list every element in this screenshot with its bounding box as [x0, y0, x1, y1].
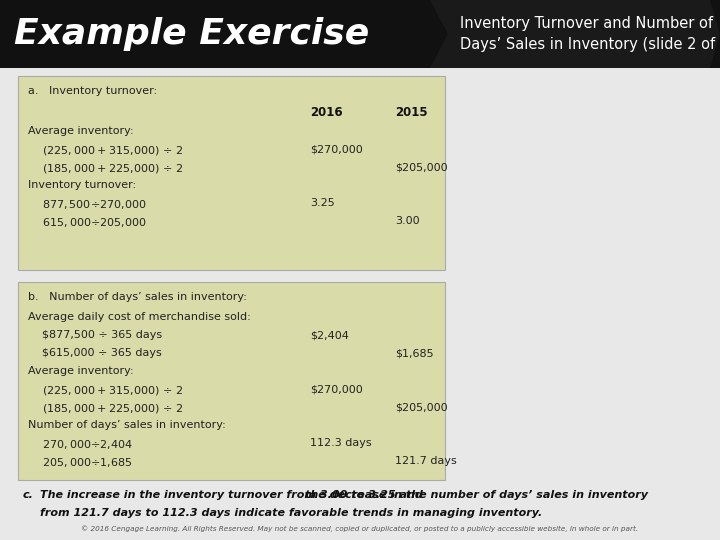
Text: © 2016 Cengage Learning. All Rights Reserved. May not be scanned, copied or dupl: © 2016 Cengage Learning. All Rights Rese… [81, 525, 639, 532]
Text: Example Exercise: Example Exercise [14, 17, 369, 51]
Text: b.   Number of days’ sales in inventory:: b. Number of days’ sales in inventory: [28, 292, 247, 302]
Text: Inventory Turnover and Number of
Days’ Sales in Inventory (slide 2 of 2): Inventory Turnover and Number of Days’ S… [460, 16, 720, 52]
Text: 121.7 days: 121.7 days [395, 456, 456, 466]
Text: $205,000: $205,000 [395, 162, 448, 172]
Text: Average inventory:: Average inventory: [28, 366, 134, 376]
Text: 2016: 2016 [310, 106, 343, 119]
Text: $2,404: $2,404 [310, 330, 349, 340]
Text: c.: c. [23, 490, 34, 500]
Text: $877,500 ÷ $270,000: $877,500 ÷ $270,000 [28, 198, 147, 211]
Text: $205,000 ÷ $1,685: $205,000 ÷ $1,685 [28, 456, 132, 469]
Text: Average inventory:: Average inventory: [28, 126, 134, 136]
Text: $270,000: $270,000 [310, 144, 363, 154]
Text: 112.3 days: 112.3 days [310, 438, 372, 448]
Bar [18, 282, 445, 480]
Text: a.   Inventory turnover:: a. Inventory turnover: [28, 86, 157, 96]
Text: Average daily cost of merchandise sold:: Average daily cost of merchandise sold: [28, 312, 251, 322]
Text: The increase in the inventory turnover from 3.00 to 3.25 and: The increase in the inventory turnover f… [40, 490, 427, 500]
Text: ($225,000 + $315,000) ÷ 2: ($225,000 + $315,000) ÷ 2 [28, 144, 183, 157]
Text: ($185,000 + $225,000) ÷ 2: ($185,000 + $225,000) ÷ 2 [28, 162, 183, 175]
Text: Inventory turnover:: Inventory turnover: [28, 180, 136, 190]
Text: $205,000: $205,000 [395, 402, 448, 412]
Text: from 121.7 days to 112.3 days indicate favorable trends in managing inventory.: from 121.7 days to 112.3 days indicate f… [40, 508, 542, 518]
Text: 3.00: 3.00 [395, 216, 420, 226]
Text: Number of days’ sales in inventory:: Number of days’ sales in inventory: [28, 420, 226, 430]
Polygon shape [430, 0, 720, 68]
Text: ($185,000 + $225,000) ÷ 2: ($185,000 + $225,000) ÷ 2 [28, 402, 183, 415]
Text: $270,000 ÷ $2,404: $270,000 ÷ $2,404 [28, 438, 133, 451]
Text: $270,000: $270,000 [310, 384, 363, 394]
Text: ($225,000 + $315,000) ÷ 2: ($225,000 + $315,000) ÷ 2 [28, 384, 183, 397]
Text: $1,685: $1,685 [395, 348, 433, 358]
Text: $615,000 ÷ $205,000: $615,000 ÷ $205,000 [28, 216, 147, 229]
Text: the decrease in the number of days’ sales in inventory: the decrease in the number of days’ sale… [305, 490, 648, 500]
Text: $615,000 ÷ 365 days: $615,000 ÷ 365 days [28, 348, 162, 358]
Text: 3.25: 3.25 [310, 198, 335, 208]
Bar [0, 0, 720, 68]
Text: 2015: 2015 [395, 106, 428, 119]
Bar [18, 76, 445, 270]
Text: $877,500 ÷ 365 days: $877,500 ÷ 365 days [28, 330, 162, 340]
